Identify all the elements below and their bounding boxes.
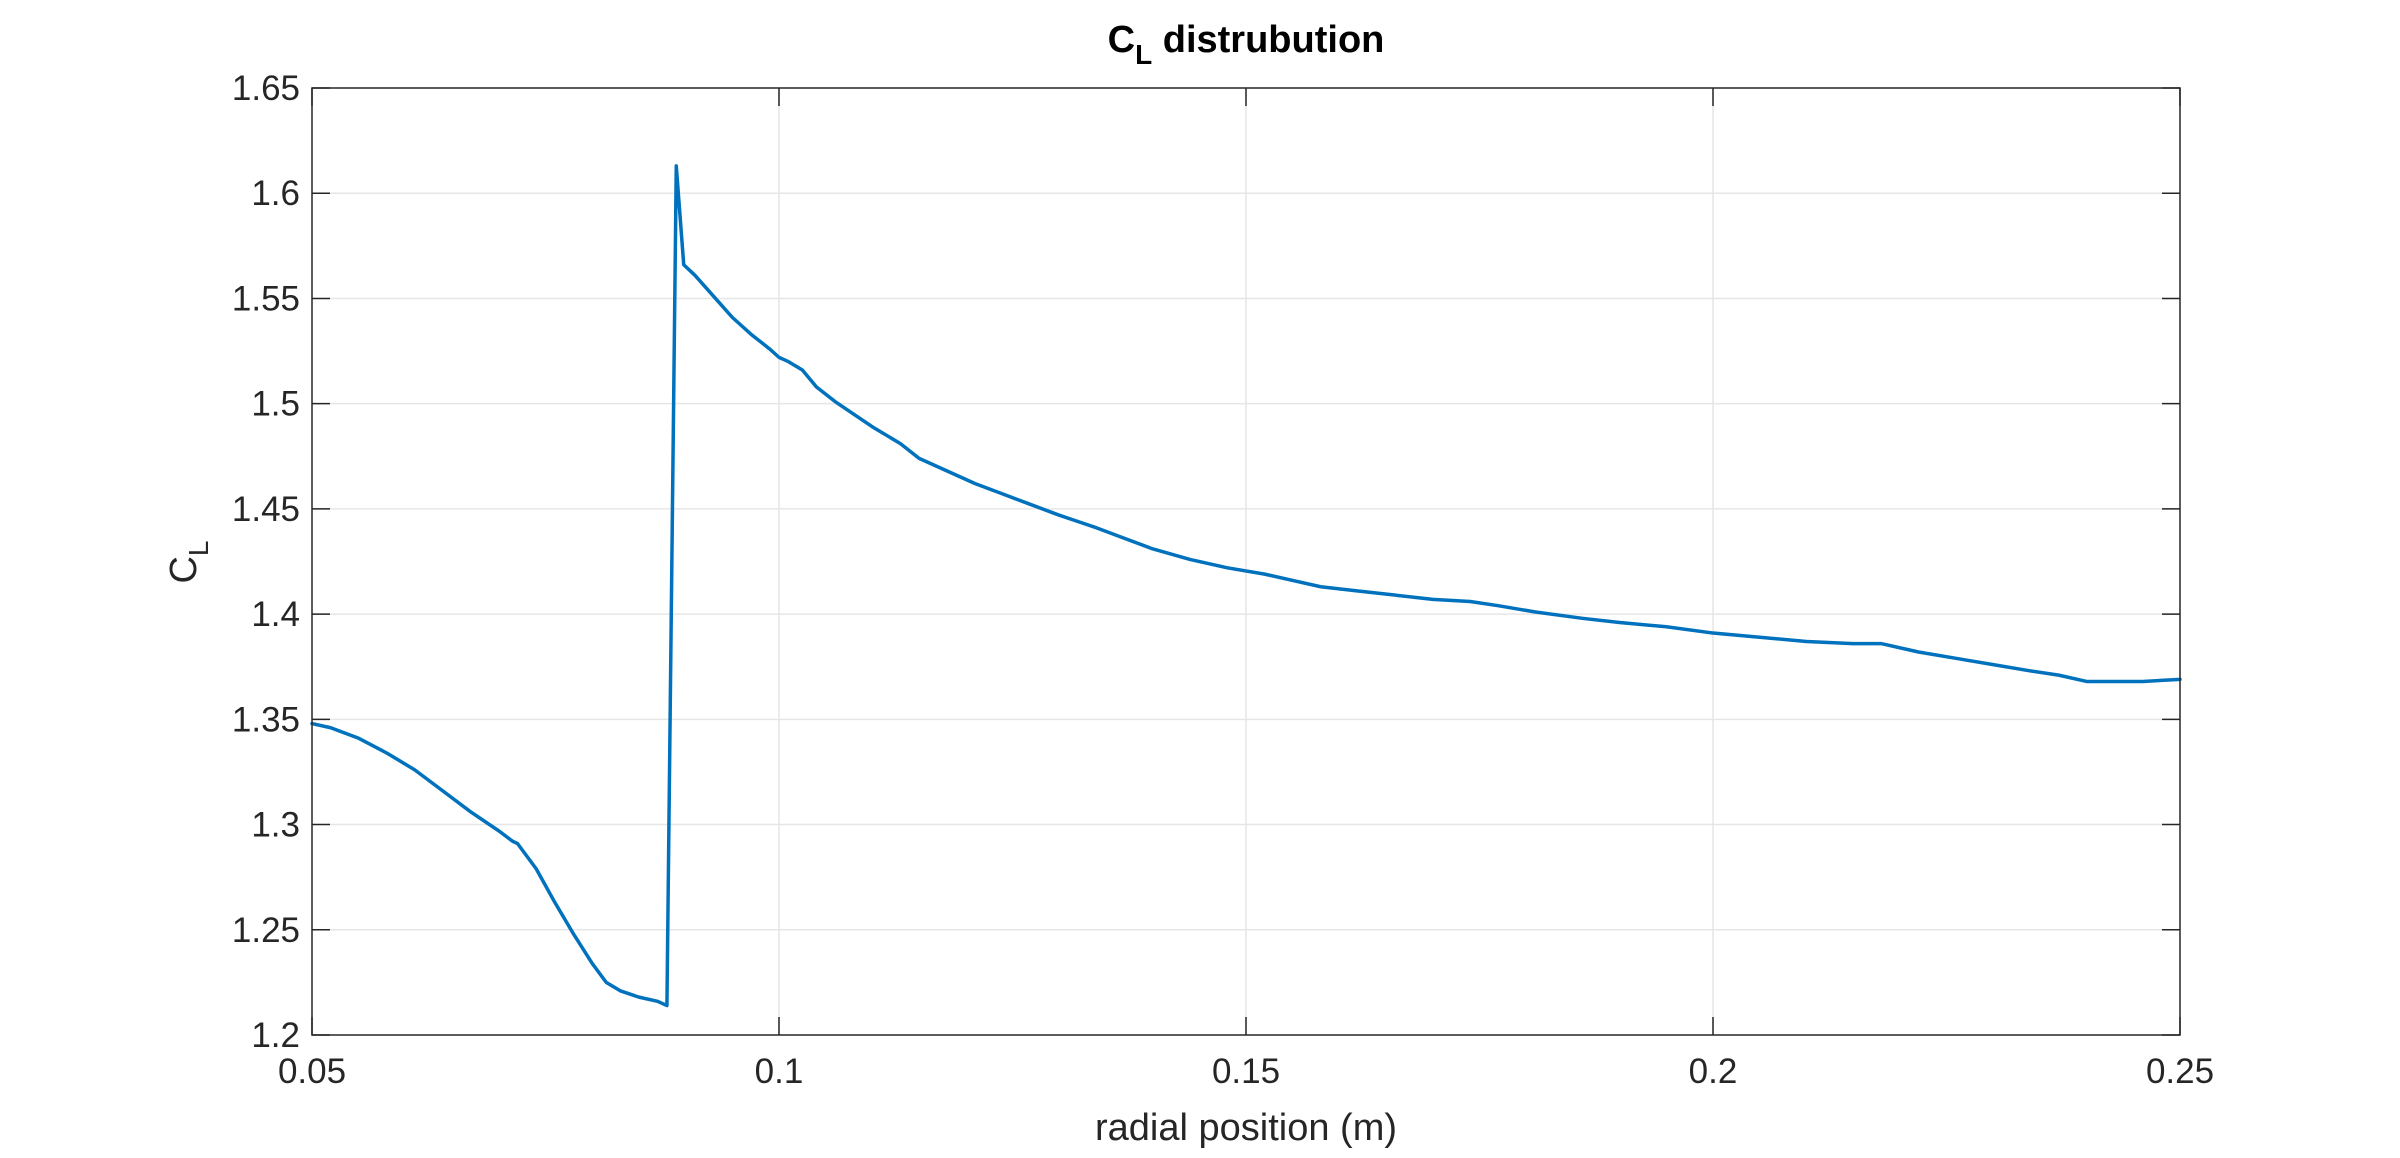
chart-title: CL distrubution bbox=[1108, 19, 1385, 70]
y-tick-label: 1.6 bbox=[251, 174, 300, 213]
x-tick-marks bbox=[311, 88, 2181, 1035]
x-tick-label: 0.1 bbox=[755, 1052, 804, 1091]
y-grid-lines bbox=[312, 192, 2180, 931]
y-label-subscript: L bbox=[183, 540, 214, 556]
x-tick-label: 0.25 bbox=[2146, 1052, 2214, 1091]
x-tick-label: 0.15 bbox=[1212, 1052, 1280, 1091]
title-subscript: L bbox=[1135, 39, 1152, 70]
y-tick-label: 1.3 bbox=[251, 806, 300, 845]
y-tick-label: 1.4 bbox=[251, 595, 300, 634]
x-tick-label: 0.05 bbox=[278, 1052, 346, 1091]
cl-series-line bbox=[310, 164, 2182, 1008]
x-axis-label: radial position (m) bbox=[1095, 1107, 1397, 1149]
title-symbol: C bbox=[1108, 19, 1135, 61]
y-tick-label: 1.2 bbox=[251, 1016, 300, 1055]
x-tick-labels: 0.05 0.1 0.15 0.2 0.25 bbox=[278, 1052, 2214, 1091]
y-axis-label: CL bbox=[163, 540, 214, 583]
y-tick-label: 1.5 bbox=[251, 385, 300, 424]
y-tick-label: 1.35 bbox=[232, 700, 300, 739]
y-tick-label: 1.65 bbox=[232, 69, 300, 108]
x-grid-lines bbox=[778, 88, 1714, 1035]
y-tick-label: 1.25 bbox=[232, 911, 300, 950]
title-space bbox=[1152, 19, 1163, 61]
y-label-symbol: C bbox=[163, 556, 205, 583]
y-tick-labels: 1.2 1.25 1.3 1.35 1.4 1.45 1.5 1.55 1.6 1.65 bbox=[232, 69, 300, 1055]
x-tick-label: 0.2 bbox=[1689, 1052, 1738, 1091]
title-rest: distrubution bbox=[1163, 19, 1385, 61]
y-tick-label: 1.45 bbox=[232, 490, 300, 529]
y-tick-label: 1.55 bbox=[232, 279, 300, 318]
y-tick-marks bbox=[312, 87, 2180, 1036]
